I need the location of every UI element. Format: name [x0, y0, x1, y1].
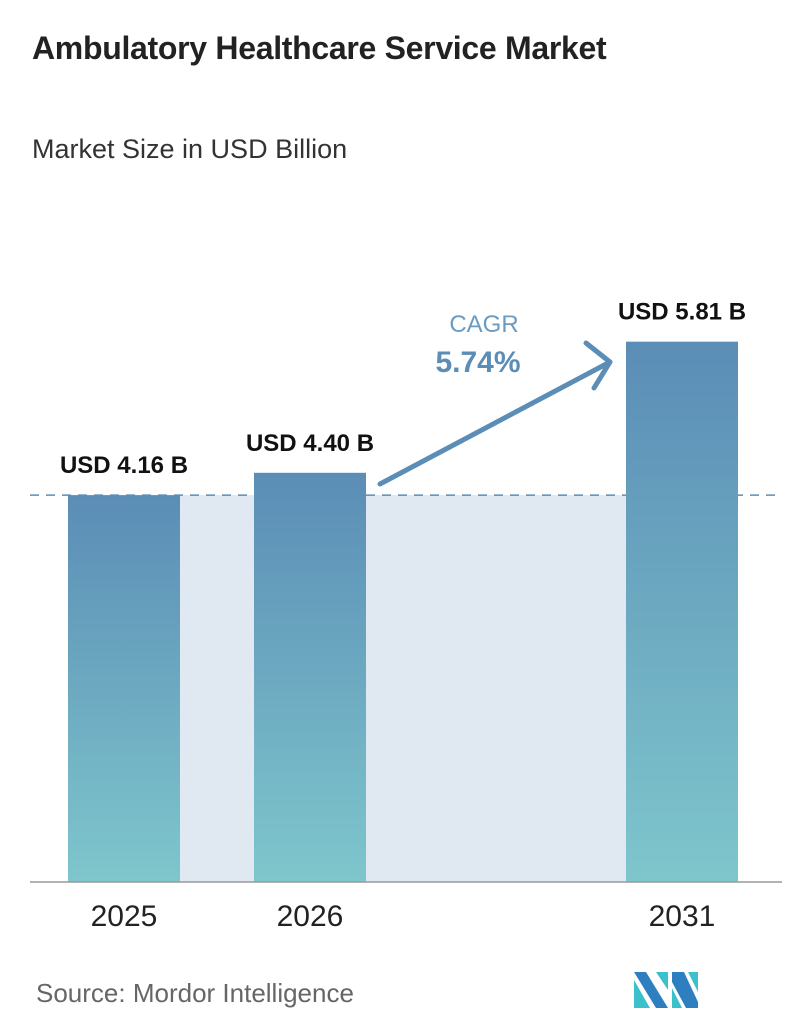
cagr-arrow-icon — [377, 340, 613, 487]
chart-subtitle: Market Size in USD Billion — [32, 134, 348, 164]
value-label: USD 4.40 B — [246, 430, 374, 457]
x-tick-label: 2025 — [91, 900, 158, 933]
bar-2031 — [626, 341, 738, 882]
mordor-logo-icon — [634, 972, 698, 1008]
x-tick-label: 2026 — [277, 900, 344, 933]
bar-2025 — [68, 495, 180, 882]
baseline-shade — [180, 495, 626, 882]
x-tick-label: 2031 — [649, 900, 716, 933]
cagr-value: 5.74% — [435, 346, 520, 379]
bar-2026 — [254, 472, 366, 882]
cagr-label: CAGR — [449, 311, 518, 338]
value-label: USD 4.16 B — [60, 452, 188, 479]
value-label: USD 5.81 B — [618, 299, 746, 326]
bar-chart: USD 4.16 B 2025 USD 4.40 B 2026 USD 5.81 B 20… — [30, 299, 782, 933]
chart-title: Ambulatory Healthcare Service Market — [32, 30, 607, 66]
source-text: Source: Mordor Intelligence — [36, 978, 354, 1008]
